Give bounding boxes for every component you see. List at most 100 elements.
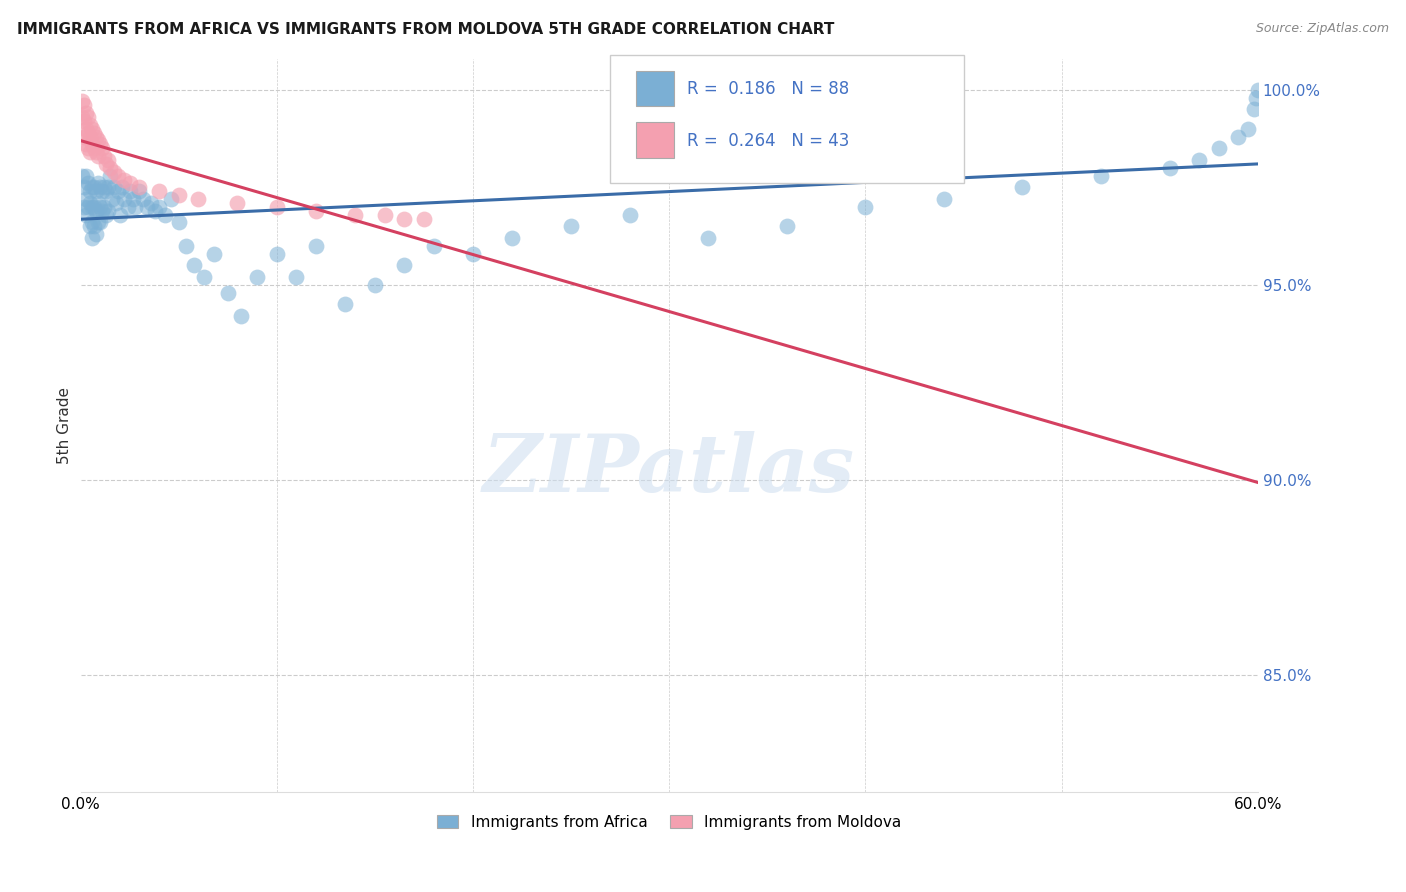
Point xyxy=(266,200,288,214)
Point xyxy=(364,277,387,292)
Point xyxy=(217,285,239,300)
Text: Source: ZipAtlas.com: Source: ZipAtlas.com xyxy=(1256,22,1389,36)
Point xyxy=(94,208,117,222)
Point xyxy=(1247,83,1270,97)
Point xyxy=(97,153,120,167)
Point xyxy=(84,145,107,160)
Point xyxy=(84,203,107,218)
Point xyxy=(776,219,799,234)
Point xyxy=(101,192,124,206)
Point xyxy=(1227,129,1250,144)
Point xyxy=(1244,90,1267,104)
Point xyxy=(697,231,720,245)
Point xyxy=(77,200,100,214)
Point xyxy=(932,192,955,206)
Point xyxy=(132,192,155,206)
Point xyxy=(73,114,96,128)
Point xyxy=(193,270,215,285)
Point xyxy=(79,184,101,198)
Point xyxy=(1237,121,1260,136)
Point xyxy=(82,231,104,245)
Point xyxy=(305,239,328,253)
Point xyxy=(1011,180,1033,194)
Point xyxy=(167,215,190,229)
Point xyxy=(187,192,209,206)
Point xyxy=(98,169,121,183)
Point xyxy=(103,180,125,194)
Point xyxy=(118,177,141,191)
Point xyxy=(82,121,104,136)
Point xyxy=(1090,169,1112,183)
Point xyxy=(79,219,101,234)
Point xyxy=(1243,103,1265,117)
Point xyxy=(266,246,288,260)
Point xyxy=(87,149,110,163)
Point xyxy=(75,208,97,222)
Point xyxy=(75,192,97,206)
Point xyxy=(231,309,253,323)
Point xyxy=(87,215,110,229)
Point xyxy=(82,200,104,214)
Text: R =  0.186   N = 88: R = 0.186 N = 88 xyxy=(688,79,849,97)
Point xyxy=(107,184,129,198)
Point xyxy=(89,180,111,194)
Point xyxy=(117,200,139,214)
Point xyxy=(91,141,114,155)
Point xyxy=(77,177,100,191)
Point xyxy=(79,118,101,132)
Point xyxy=(159,192,181,206)
Point xyxy=(394,258,416,272)
Point xyxy=(82,215,104,229)
Point xyxy=(91,203,114,218)
Legend: Immigrants from Africa, Immigrants from Moldova: Immigrants from Africa, Immigrants from … xyxy=(432,808,907,836)
Point xyxy=(77,141,100,155)
Point xyxy=(122,192,145,206)
Point xyxy=(1159,161,1181,175)
Point xyxy=(77,110,100,124)
Point xyxy=(89,215,111,229)
Point xyxy=(344,208,367,222)
Point xyxy=(87,134,110,148)
Point xyxy=(93,180,115,194)
Point xyxy=(107,169,129,183)
Point xyxy=(73,98,96,112)
Point xyxy=(176,239,198,253)
Point xyxy=(202,246,225,260)
Point xyxy=(79,129,101,144)
Point xyxy=(77,126,100,140)
Point xyxy=(87,177,110,191)
Point xyxy=(83,180,105,194)
Point xyxy=(226,195,249,210)
Point xyxy=(75,137,97,152)
FancyBboxPatch shape xyxy=(610,55,963,183)
Point xyxy=(87,195,110,210)
FancyBboxPatch shape xyxy=(636,71,673,106)
Point xyxy=(422,239,444,253)
Point xyxy=(83,200,105,214)
Point xyxy=(98,161,121,175)
Point xyxy=(153,208,176,222)
Point xyxy=(619,208,641,222)
Point xyxy=(246,270,269,285)
Point xyxy=(136,200,159,214)
Point xyxy=(461,246,484,260)
Point xyxy=(501,231,523,245)
Point xyxy=(111,180,134,194)
Point xyxy=(118,184,141,198)
Point xyxy=(335,297,357,311)
Point xyxy=(148,184,170,198)
Text: ZIPatlas: ZIPatlas xyxy=(484,431,855,508)
Point xyxy=(112,172,135,186)
Point xyxy=(1208,141,1230,155)
Point xyxy=(79,195,101,210)
Point xyxy=(75,121,97,136)
Point xyxy=(128,184,150,198)
Point xyxy=(84,129,107,144)
Text: R =  0.264   N = 43: R = 0.264 N = 43 xyxy=(688,132,849,151)
Point xyxy=(560,219,582,234)
Point xyxy=(75,106,97,120)
Point xyxy=(183,258,205,272)
Point xyxy=(285,270,308,285)
Point xyxy=(128,180,150,194)
Point xyxy=(148,200,170,214)
